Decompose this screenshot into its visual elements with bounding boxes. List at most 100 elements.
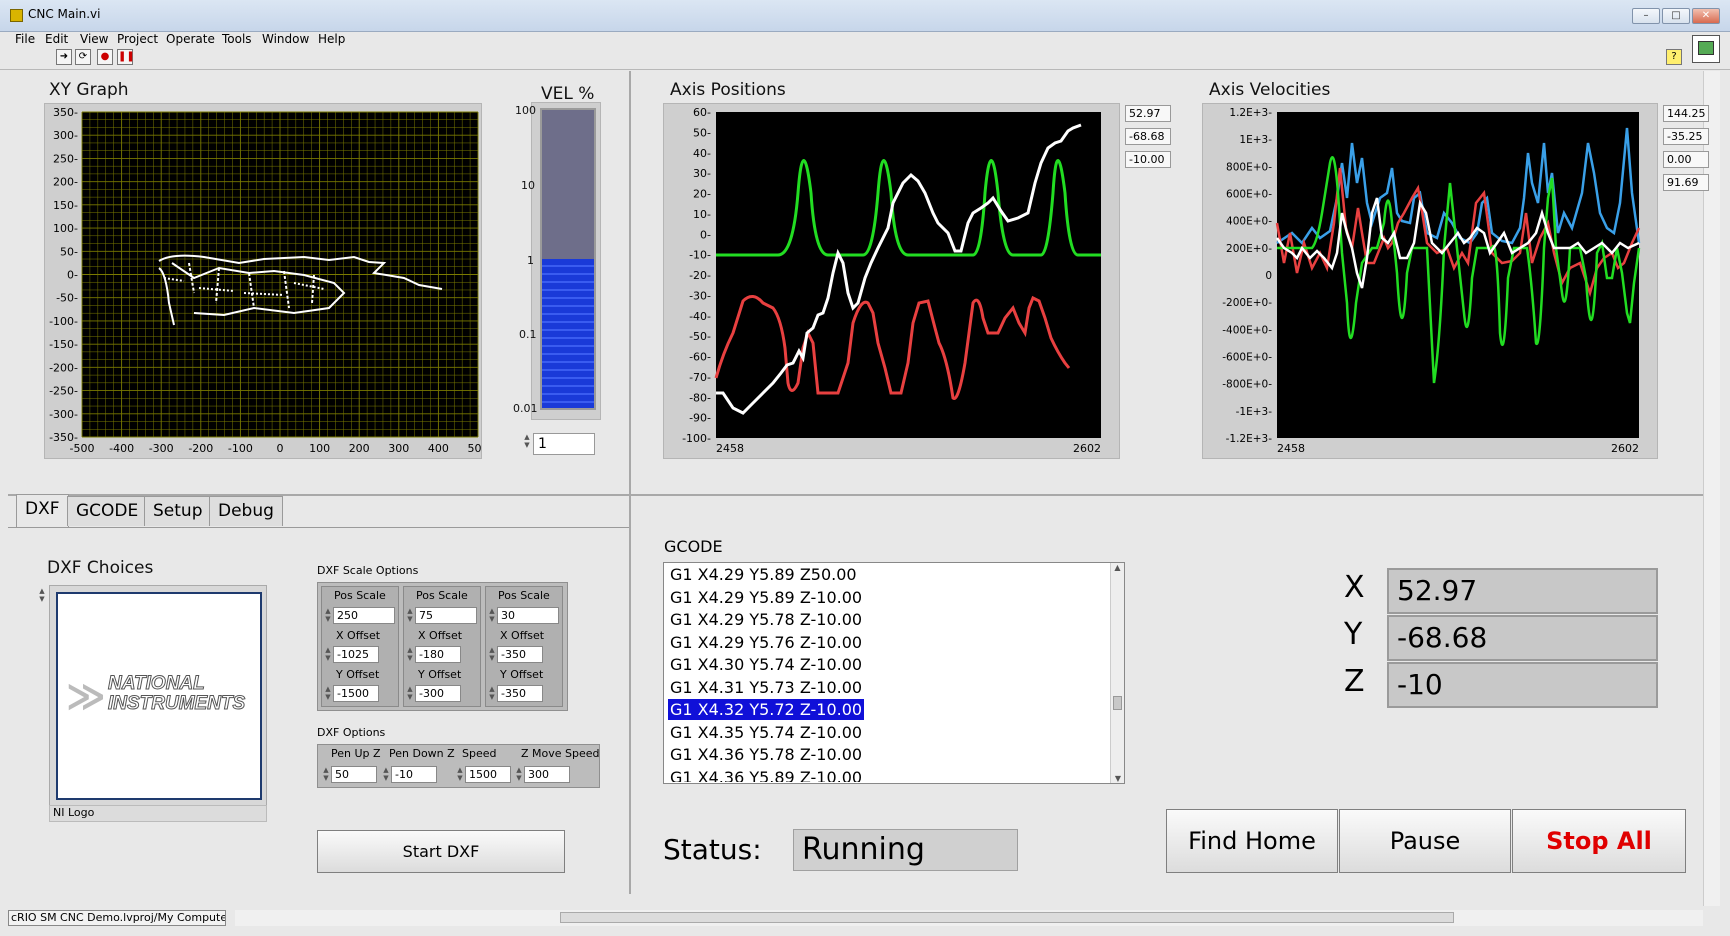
gcode-line[interactable]: G1 X4.35 Y5.74 Z-10.00 (670, 722, 863, 742)
tab-dxf[interactable]: DXF (16, 494, 69, 527)
x-offset-spin[interactable]: ▲ ▼ (489, 646, 495, 662)
pen-down-z-input[interactable]: -10 (391, 766, 437, 783)
stop-all-button[interactable]: Stop All (1512, 809, 1686, 873)
menu-view[interactable]: View (80, 32, 109, 46)
xy-y-tick: -350- (49, 431, 78, 444)
vel-slider-track[interactable] (540, 108, 596, 410)
vertical-scrollbar[interactable] (1703, 71, 1720, 906)
maximize-button[interactable]: □ (1662, 8, 1690, 24)
y-offset-input[interactable]: -300 (415, 685, 461, 702)
xy-plot-trace (158, 254, 443, 326)
gcode-line[interactable]: G1 X4.29 Y5.89 Z50.00 (670, 565, 857, 584)
x-offset-input[interactable]: -180 (415, 646, 461, 663)
menu-tools[interactable]: Tools (222, 32, 252, 46)
dxf-choices-ring[interactable]: NATIONAL INSTRUMENTS ≫ (49, 585, 267, 807)
axis-velocities-legend-3: 0.00 (1663, 151, 1709, 168)
vel-value-input[interactable]: 1 (533, 433, 595, 455)
tab-gcode[interactable]: GCODE (67, 496, 148, 526)
xy-y-tick: 150- (53, 199, 78, 212)
menu-project[interactable]: Project (117, 32, 159, 46)
pause-button[interactable]: Pause (1339, 809, 1511, 873)
dxf-choices-spin[interactable]: ▲ ▼ (39, 587, 45, 603)
x-offset-spin[interactable]: ▲ ▼ (325, 646, 331, 662)
y-offset-input[interactable]: -1500 (333, 685, 379, 702)
axis-velocities-graph: 1.2E+3- 1E+3- 800E+0- 600E+0- 400E+0- 200E+0-… (1222, 107, 1641, 455)
xy-x-tick: 200 (349, 442, 370, 455)
gcode-line[interactable]: G1 X4.29 Y5.89 Z-10.00 (670, 587, 863, 607)
axis-positions-legend-z: -10.00 (1125, 151, 1171, 168)
gcode-line[interactable]: G1 X4.30 Y5.74 Z-10.00 (670, 655, 863, 674)
run-continuously-icon[interactable]: ⟳ (75, 49, 91, 65)
gcode-scrollbar[interactable]: ▲ ▼ (1110, 563, 1124, 783)
speed-input[interactable]: 1500 (465, 766, 511, 783)
y-offset-label: Y Offset (418, 668, 462, 681)
start-dxf-button[interactable]: Start DXF (317, 830, 565, 873)
speed-spin[interactable]: ▲ ▼ (457, 766, 463, 782)
vel-spin-arrows[interactable]: ▲ ▼ (524, 433, 530, 449)
labview-vi-icon (10, 9, 23, 22)
axis-velocities-y-tick: -400E+0- (1222, 324, 1272, 336)
minimize-button[interactable]: – (1632, 8, 1660, 24)
xy-y-tick: -50- (56, 292, 78, 305)
axis-positions-y-tick: -90- (689, 412, 711, 425)
pos-scale-spin[interactable]: ▲ ▼ (489, 607, 495, 623)
y-readout: -68.68 (1387, 615, 1658, 661)
pane-splitter-vertical[interactable] (629, 71, 631, 894)
axis-positions-graph: 60- 50- 40- 30- 20- 10- 0- -10- -20- -30- -40- -50-… (682, 106, 1101, 455)
tab-debug[interactable]: Debug (209, 496, 283, 526)
vel-tick: 100 (515, 104, 536, 117)
pane-splitter-horizontal[interactable] (8, 494, 1703, 496)
axis-positions-y-tick: 60- (693, 106, 711, 119)
scroll-down-icon[interactable]: ▼ (1114, 774, 1122, 783)
z-move-speed-input[interactable]: 300 (524, 766, 570, 783)
y-offset-label: Y Offset (500, 668, 544, 681)
menu-operate[interactable]: Operate (166, 32, 215, 46)
pos-scale-spin[interactable]: ▲ ▼ (407, 607, 413, 623)
scale-column: Pos Scale ▲ ▼ 250 X Offset ▲ ▼ -1025 Y Off… (321, 586, 399, 707)
z-move-speed-spin[interactable]: ▲ ▼ (516, 766, 522, 782)
pos-scale-spin[interactable]: ▲ ▼ (325, 607, 331, 623)
menu-help[interactable]: Help (318, 32, 346, 46)
pos-scale-input[interactable]: 30 (497, 607, 559, 624)
x-offset-input[interactable]: -350 (497, 646, 543, 663)
gcode-listbox[interactable]: G1 X4.29 Y5.89 Z50.00 G1 X4.29 Y5.89 Z-10… (663, 562, 1125, 784)
gcode-line[interactable]: G1 X4.29 Y5.78 Z-10.00 (670, 610, 863, 629)
gcode-line[interactable]: G1 X4.31 Y5.73 Z-10.00 (670, 677, 863, 697)
scroll-up-icon[interactable]: ▲ (1114, 563, 1121, 572)
run-arrow-icon[interactable]: ➜ (56, 49, 72, 65)
x-offset-spin[interactable]: ▲ ▼ (407, 646, 413, 662)
vel-tick: 1 (527, 254, 534, 267)
gcode-line-selected[interactable]: G1 X4.32 Y5.72 Z-10.00 (668, 699, 865, 720)
y-offset-spin[interactable]: ▲ ▼ (489, 685, 495, 701)
menu-window[interactable]: Window (262, 32, 310, 46)
axis-velocities-legend-4: 91.69 (1663, 174, 1709, 191)
menu-edit[interactable]: Edit (45, 32, 69, 46)
y-offset-input[interactable]: -350 (497, 685, 543, 702)
scroll-thumb[interactable] (1113, 696, 1122, 710)
dxf-scale-options-label: DXF Scale Options (317, 564, 419, 577)
y-offset-spin[interactable]: ▲ ▼ (407, 685, 413, 701)
y-offset-spin[interactable]: ▲ ▼ (325, 685, 331, 701)
xy-y-tick: 100- (53, 222, 78, 235)
pen-down-z-spin[interactable]: ▲ ▼ (383, 766, 389, 782)
x-offset-input[interactable]: -1025 (333, 646, 379, 663)
title-bar: CNC Main.vi – □ ✕ (0, 0, 1730, 32)
axis-positions-y-tick: -60- (689, 351, 711, 364)
abort-icon[interactable]: ● (97, 49, 113, 65)
axis-positions-x-tick: 2458 (716, 442, 744, 455)
gcode-line[interactable]: G1 X4.36 Y5.78 Z-10.00 (670, 745, 863, 764)
context-help-icon[interactable]: ? (1666, 49, 1682, 65)
pos-scale-input[interactable]: 75 (415, 607, 477, 624)
gcode-line[interactable]: G1 X4.29 Y5.76 Z-10.00 (670, 632, 863, 652)
tab-setup[interactable]: Setup (144, 496, 212, 526)
menu-file[interactable]: File (15, 32, 36, 46)
gcode-line[interactable]: G1 X4.36 Y5.89 Z-10.00 (670, 767, 863, 783)
find-home-button[interactable]: Find Home (1166, 809, 1338, 873)
pause-icon[interactable]: ❚❚ (117, 49, 135, 65)
pen-up-z-spin[interactable]: ▲ ▼ (323, 766, 329, 782)
pos-scale-input[interactable]: 250 (333, 607, 395, 624)
horizontal-scrollbar[interactable] (235, 910, 1703, 926)
close-button[interactable]: ✕ (1692, 8, 1720, 24)
pen-up-z-input[interactable]: 50 (331, 766, 377, 783)
axis-positions-plot-area (716, 112, 1101, 438)
